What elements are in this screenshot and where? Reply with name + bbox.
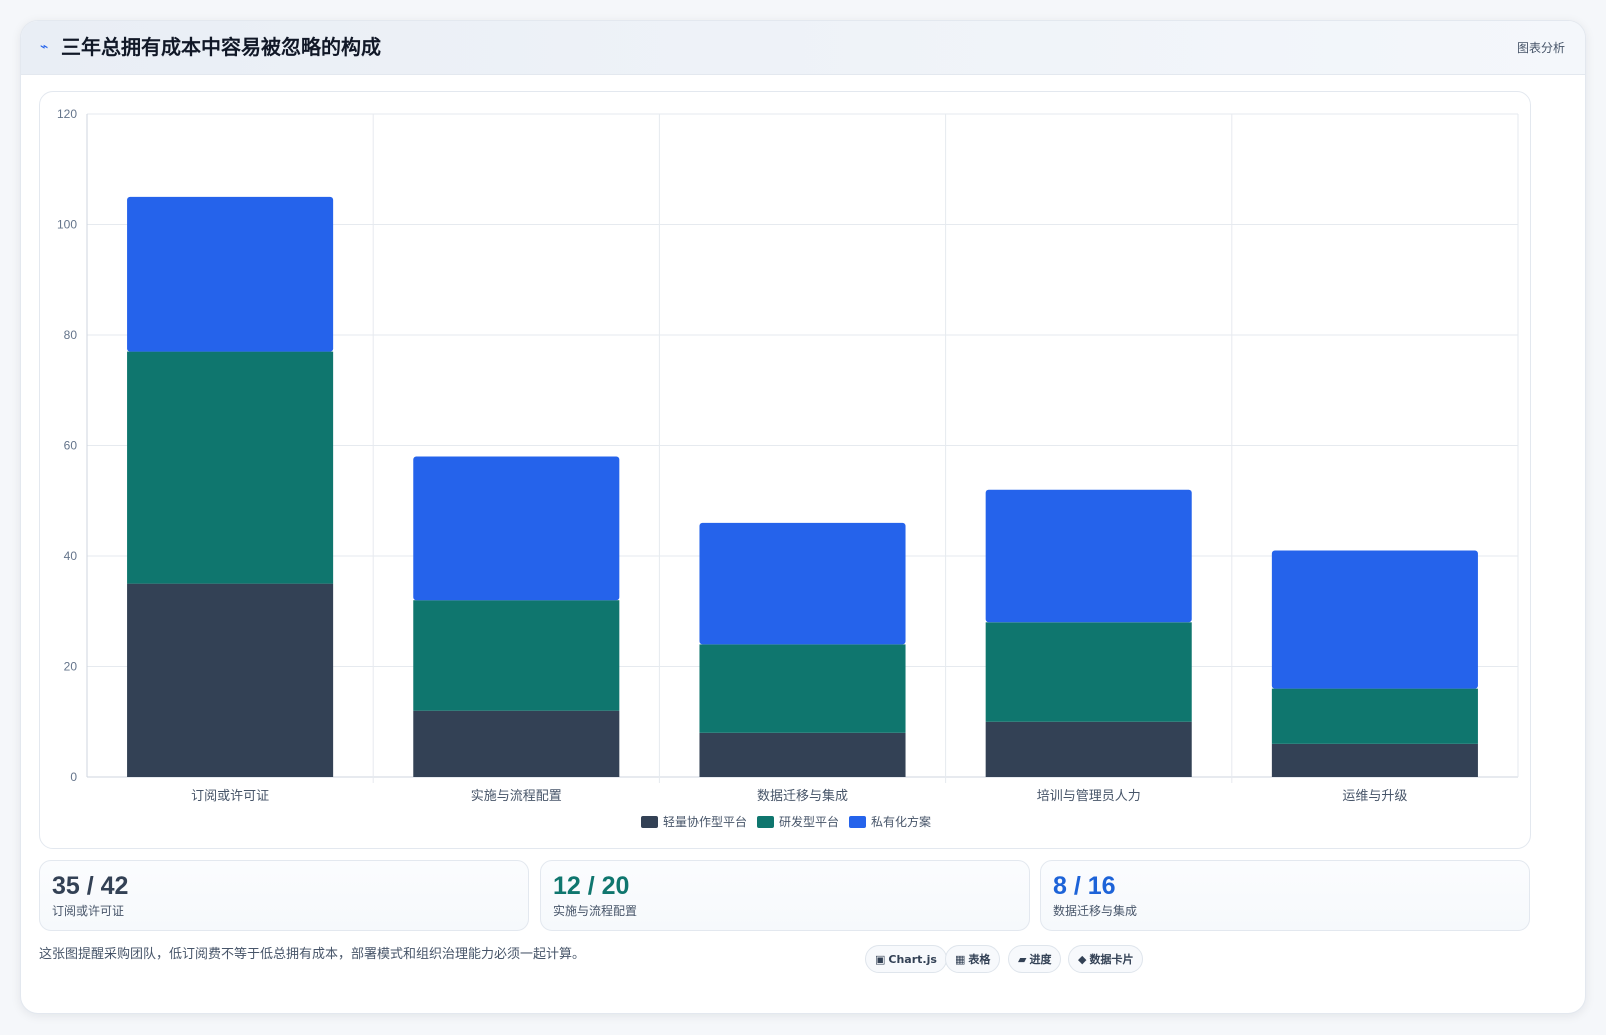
legend-item[interactable]: 轻量协作型平台 bbox=[640, 815, 747, 829]
bar-segment bbox=[985, 622, 1192, 722]
stacked-bar-chart: 0 20 40 60 80 100 120 订阅或许可证 实施与流程配置 数据迁移与集成 培训与管理… bbox=[57, 107, 1519, 804]
stat-label: 数据迁移与集成 bbox=[1053, 904, 1138, 918]
bar-segment bbox=[1271, 550, 1478, 689]
bar-segment bbox=[413, 600, 620, 711]
chip-progress[interactable]: ▰ 进度 bbox=[1008, 945, 1062, 973]
bar-segment bbox=[699, 522, 906, 645]
y-tick-label: 20 bbox=[64, 660, 78, 674]
chip-label: 数据卡片 bbox=[1089, 953, 1134, 966]
y-tick-label: 80 bbox=[64, 328, 78, 342]
bar-segment bbox=[413, 456, 620, 601]
stat-card-3: 8 / 16 数据迁移与集成 bbox=[1040, 860, 1530, 931]
card-header: ⌁ 三年总拥有成本中容易被忽略的构成 图表分析 bbox=[21, 21, 1585, 75]
legend-swatch bbox=[849, 816, 866, 828]
y-tick-label: 120 bbox=[57, 107, 77, 121]
table-icon: ▦ bbox=[955, 952, 966, 966]
x-tick-label: 实施与流程配置 bbox=[471, 789, 562, 804]
legend-item[interactable]: 研发型平台 bbox=[756, 815, 839, 829]
legend-item[interactable]: 私有化方案 bbox=[849, 815, 931, 829]
bar-segment bbox=[127, 196, 334, 352]
stat-card-1: 35 / 42 订阅或许可证 bbox=[39, 860, 529, 931]
chart-analysis-tag: 图表分析 bbox=[1516, 41, 1565, 55]
y-tick-label: 0 bbox=[70, 770, 77, 784]
chart-legend: 轻量协作型平台 研发型平台 私有化方案 bbox=[40, 812, 1532, 832]
bar-segment bbox=[1271, 743, 1478, 777]
stat-label: 实施与流程配置 bbox=[553, 904, 638, 918]
x-tick-label: 培训与管理员人力 bbox=[1037, 788, 1141, 804]
stat-value: 35 / 42 bbox=[52, 872, 129, 900]
chart-icon: ▣ bbox=[875, 952, 886, 966]
diamond-icon: ◆ bbox=[1078, 952, 1087, 966]
x-tick-label: 数据迁移与集成 bbox=[757, 788, 848, 804]
page-title: 三年总拥有成本中容易被忽略的构成 bbox=[61, 35, 381, 59]
bar-segment bbox=[985, 721, 1192, 777]
bar-segment bbox=[127, 583, 334, 777]
bar-segment bbox=[127, 351, 334, 584]
chip-label: 表格 bbox=[968, 953, 991, 966]
bar-segment bbox=[699, 732, 906, 777]
x-tick-label: 运维与升级 bbox=[1342, 789, 1407, 804]
stat-value: 8 / 16 bbox=[1053, 872, 1116, 900]
progress-icon: ▰ bbox=[1018, 952, 1027, 966]
x-tick-label: 订阅或许可证 bbox=[191, 789, 269, 804]
legend-swatch bbox=[640, 816, 658, 828]
chart-panel: 0 20 40 60 80 100 120 订阅或许可证 实施与流程配置 数据迁移与集成 培训与管理… bbox=[39, 91, 1531, 849]
stat-card-2: 12 / 20 实施与流程配置 bbox=[540, 860, 1030, 931]
stat-label: 订阅或许可证 bbox=[52, 904, 125, 918]
chip-chartjs[interactable]: ▣ Chart.js bbox=[865, 945, 947, 973]
footer-note: 这张图提醒采购团队，低订阅费不等于低总拥有成本，部署模式和组织治理能力必须一起计… bbox=[39, 947, 586, 962]
legend-label: 轻量协作型平台 bbox=[662, 815, 747, 829]
y-tick-label: 40 bbox=[64, 549, 78, 563]
bar-segment bbox=[985, 489, 1192, 623]
legend-label: 私有化方案 bbox=[871, 815, 932, 829]
activity-icon: ⌁ bbox=[40, 39, 49, 55]
stat-value: 12 / 20 bbox=[553, 872, 630, 900]
legend-label: 研发型平台 bbox=[778, 815, 839, 829]
bar-segment bbox=[413, 710, 620, 777]
bar-segment bbox=[1271, 688, 1478, 744]
chip-table[interactable]: ▦ 表格 bbox=[945, 945, 1001, 973]
chart-card: ⌁ 三年总拥有成本中容易被忽略的构成 图表分析 0 20 40 60 80 100 120 订… bbox=[20, 20, 1586, 1014]
legend-swatch bbox=[756, 816, 774, 828]
chip-label: Chart.js bbox=[888, 952, 937, 966]
chip-data-card[interactable]: ◆ 数据卡片 bbox=[1068, 945, 1144, 973]
y-tick-label: 100 bbox=[57, 218, 77, 232]
bar-segment bbox=[699, 644, 906, 733]
chip-label: 进度 bbox=[1029, 953, 1052, 966]
y-tick-label: 60 bbox=[64, 439, 78, 453]
